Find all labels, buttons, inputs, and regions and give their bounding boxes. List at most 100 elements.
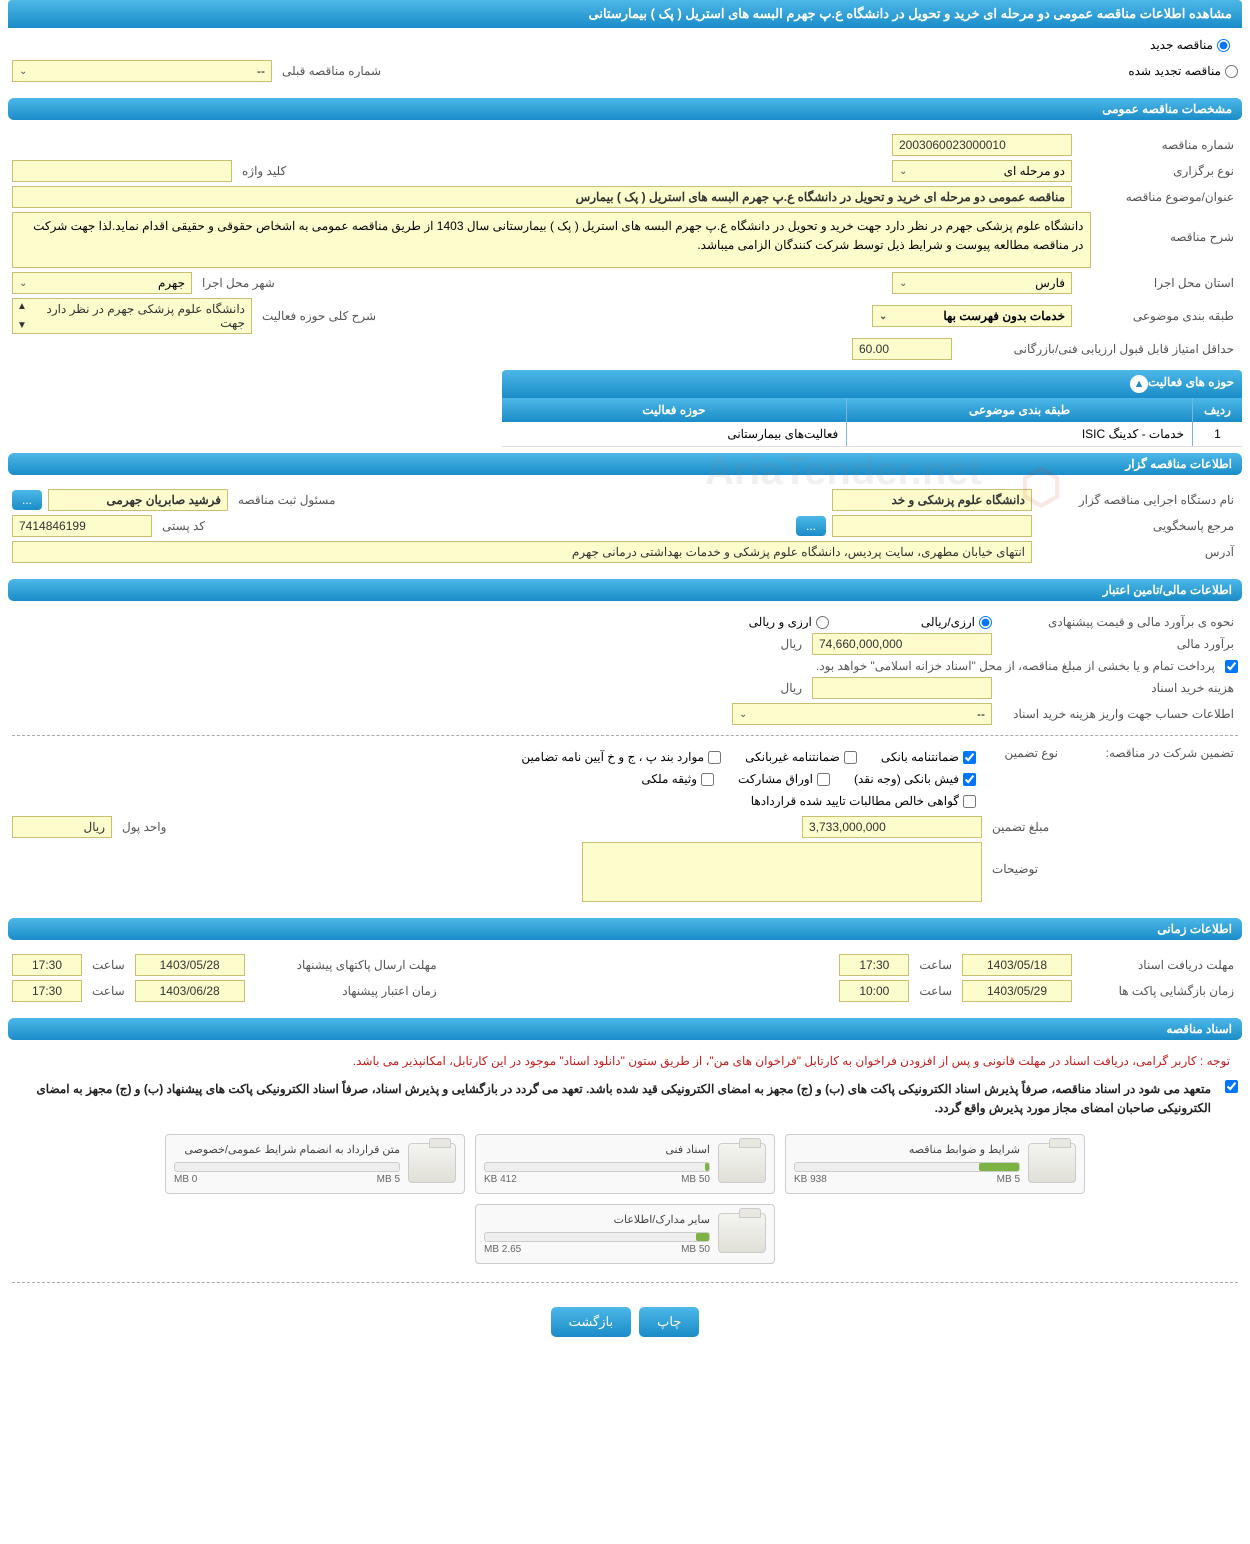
account-info-value: -- bbox=[977, 707, 985, 721]
tender-number-label: شماره مناقصه bbox=[1078, 138, 1238, 152]
notes-label: توضیحات bbox=[988, 842, 1238, 876]
progress-bar bbox=[174, 1162, 400, 1172]
progress-bar bbox=[794, 1162, 1020, 1172]
radio-both-input[interactable] bbox=[816, 616, 829, 629]
payment-note: پرداخت تمام و یا بخشی از مبلغ مناقصه، از… bbox=[812, 659, 1219, 673]
notes-value[interactable] bbox=[582, 842, 982, 902]
doc-cost-unit: ریال bbox=[776, 681, 806, 695]
payment-note-checkbox[interactable] bbox=[1225, 660, 1238, 673]
print-button[interactable]: چاپ bbox=[639, 1307, 699, 1337]
chk-bylaw[interactable]: موارد بند پ ، ج و خ آیین نامه تضامین bbox=[521, 750, 721, 764]
opening-label: زمان بازگشایی پاکت ها bbox=[1078, 984, 1238, 998]
holding-type-label: نوع برگزاری bbox=[1078, 164, 1238, 178]
subject-label: عنوان/موضوع مناقصه bbox=[1078, 190, 1238, 204]
table-row: 1 خدمات - کدینگ ISIC فعالیت‌های بیمارستا… bbox=[502, 422, 1242, 447]
back-button[interactable]: بازگشت bbox=[551, 1307, 631, 1337]
city-dropdown[interactable]: جهرم ⌄ bbox=[12, 272, 192, 294]
executor-value: دانشگاه علوم پزشکی و خد bbox=[832, 489, 1032, 511]
estimate-label: برآورد مالی bbox=[998, 637, 1238, 651]
radio-renewed-tender[interactable]: مناقصه تجدید شده bbox=[1128, 64, 1238, 78]
guarantee-label: تضمین شرکت در مناقصه: bbox=[1068, 746, 1238, 760]
scroll-up-icon[interactable]: ▲ bbox=[17, 301, 27, 312]
chk-nonbank[interactable]: ضمانتنامه غیربانکی bbox=[745, 750, 857, 764]
address-label: آدرس bbox=[1038, 545, 1238, 559]
city-value: جهرم bbox=[158, 276, 185, 290]
folder-icon bbox=[1028, 1143, 1076, 1183]
radio-new-tender[interactable]: مناقصه جدید bbox=[1150, 38, 1230, 52]
prev-number-value: -- bbox=[257, 64, 265, 78]
file-used: 0 MB bbox=[174, 1174, 197, 1185]
file-title: اسناد فنی bbox=[484, 1143, 710, 1156]
progress-bar bbox=[484, 1162, 710, 1172]
category-dropdown[interactable]: خدمات بدون فهرست بها ⌄ bbox=[872, 305, 1072, 327]
validity-label: زمان اعتبار پیشنهاد bbox=[251, 984, 441, 998]
opening-date: 1403/05/29 bbox=[962, 980, 1072, 1002]
chk-bonds[interactable]: اوراق مشارکت bbox=[738, 772, 830, 786]
opening-time: 10:00 bbox=[839, 980, 909, 1002]
postal-label: کد پستی bbox=[158, 519, 209, 533]
section-docs: اسناد مناقصه bbox=[8, 1018, 1242, 1040]
commitment-checkbox[interactable] bbox=[1225, 1080, 1238, 1093]
tender-number-value: 2003060023000010 bbox=[892, 134, 1072, 156]
folder-icon bbox=[718, 1143, 766, 1183]
guarantee-amount-label: مبلغ تضمین bbox=[988, 820, 1238, 834]
radio-renewed-tender-input[interactable] bbox=[1225, 65, 1238, 78]
opening-time-label: ساعت bbox=[915, 984, 956, 998]
category-label: طبقه بندی موضوعی bbox=[1078, 309, 1238, 323]
subject-value: مناقصه عمومی دو مرحله ای خرید و تحویل در… bbox=[12, 186, 1072, 208]
scroll-down-icon[interactable]: ▼ bbox=[17, 320, 27, 331]
province-dropdown[interactable]: فارس ⌄ bbox=[892, 272, 1072, 294]
radio-rial-input[interactable] bbox=[979, 616, 992, 629]
prev-number-label: شماره مناقصه قبلی bbox=[278, 64, 385, 78]
chevron-down-icon: ⌄ bbox=[19, 278, 27, 289]
folder-icon bbox=[718, 1213, 766, 1253]
radio-both-label: ارزی و ریالی bbox=[749, 615, 812, 629]
chk-bank[interactable]: ضمانتنامه بانکی bbox=[881, 750, 976, 764]
province-label: استان محل اجرا bbox=[1078, 276, 1238, 290]
account-info-dropdown[interactable]: -- ⌄ bbox=[732, 703, 992, 725]
file-card[interactable]: متن قرارداد به انضمام شرایط عمومی/خصوصی5… bbox=[165, 1134, 465, 1194]
radio-rial[interactable]: ارزی/ریالی bbox=[921, 615, 992, 629]
section-organizer: اطلاعات مناقصه گزار bbox=[8, 453, 1242, 475]
file-title: شرایط و ضوابط مناقصه bbox=[794, 1143, 1020, 1156]
responder-more-button[interactable]: ... bbox=[796, 516, 826, 536]
guarantee-unit-label: واحد پول bbox=[118, 820, 170, 834]
activity-table-columns: ردیف طبقه بندی موضوعی حوزه فعالیت bbox=[502, 398, 1242, 422]
col-cat: طبقه بندی موضوعی bbox=[846, 398, 1192, 422]
file-card[interactable]: شرایط و ضوابط مناقصه5 MB938 KB bbox=[785, 1134, 1085, 1194]
file-card[interactable]: سایر مدارک/اطلاعات50 MB2.65 MB bbox=[475, 1204, 775, 1264]
bid-deadline-date: 1403/05/28 bbox=[135, 954, 245, 976]
registrar-value: فرشید صابریان جهرمی bbox=[48, 489, 228, 511]
file-total: 5 MB bbox=[377, 1174, 400, 1185]
radio-rial-label: ارزی/ریالی bbox=[921, 615, 975, 629]
chk-claims[interactable]: گواهی خالص مطالبات تایید شده قراردادها bbox=[751, 794, 976, 808]
collapse-icon[interactable]: ▲ bbox=[1130, 375, 1148, 393]
chevron-down-icon: ⌄ bbox=[899, 278, 907, 289]
bid-deadline-label: مهلت ارسال پاکتهای پیشنهاد bbox=[251, 958, 441, 972]
area-desc-label: شرح کلی حوزه فعالیت bbox=[258, 309, 380, 323]
prev-number-dropdown[interactable]: -- ⌄ bbox=[12, 60, 272, 82]
validity-date: 1403/06/28 bbox=[135, 980, 245, 1002]
holding-type-dropdown[interactable]: دو مرحله ای ⌄ bbox=[892, 160, 1072, 182]
radio-both[interactable]: ارزی و ریالی bbox=[749, 615, 829, 629]
account-info-label: اطلاعات حساب جهت واریز هزینه خرید اسناد bbox=[998, 707, 1238, 721]
registrar-label: مسئول ثبت مناقصه bbox=[234, 493, 339, 507]
doc-cost-value[interactable] bbox=[812, 677, 992, 699]
chk-cash[interactable]: فیش بانکی (وجه نقد) bbox=[854, 772, 976, 786]
radio-new-tender-input[interactable] bbox=[1217, 39, 1230, 52]
keyword-input[interactable] bbox=[12, 160, 232, 182]
chevron-down-icon: ⌄ bbox=[739, 709, 747, 720]
activity-table-title: حوزه های فعالیت bbox=[1148, 375, 1234, 393]
more-button[interactable]: ... bbox=[12, 490, 42, 510]
doc-deadline-time-label: ساعت bbox=[915, 958, 956, 972]
category-value: خدمات بدون فهرست بها bbox=[943, 309, 1065, 323]
postal-value: 7414846199 bbox=[12, 515, 152, 537]
estimate-value: 74,660,000,000 bbox=[812, 633, 992, 655]
notice-red: توجه : کاربر گرامی، دریافت اسناد در مهلت… bbox=[12, 1050, 1238, 1072]
file-total: 50 MB bbox=[681, 1244, 710, 1255]
col-act: حوزه فعالیت bbox=[502, 398, 847, 422]
file-card[interactable]: اسناد فنی50 MB412 KB bbox=[475, 1134, 775, 1194]
chevron-down-icon: ⌄ bbox=[879, 311, 887, 322]
chk-property[interactable]: وثیقه ملکی bbox=[641, 772, 714, 786]
responder-value[interactable] bbox=[832, 515, 1032, 537]
